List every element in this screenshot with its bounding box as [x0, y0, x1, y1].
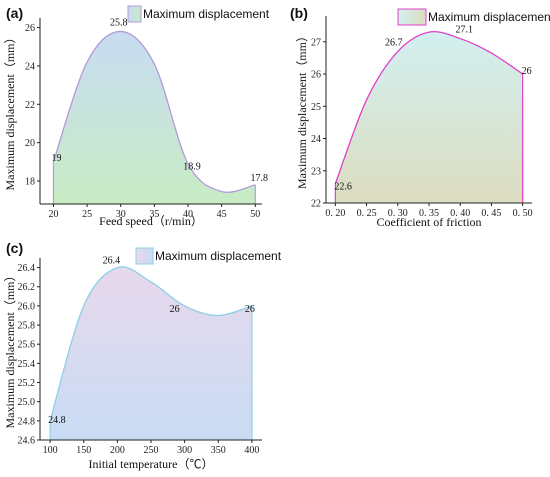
panel-label: (a): [6, 5, 23, 21]
x-tick-label: 20: [48, 209, 58, 220]
x-axis-label: Feed speed（r/min）: [99, 214, 203, 228]
legend-swatch: [135, 247, 154, 265]
y-tick-label: 24.6: [18, 436, 36, 447]
data-label: 22.6: [334, 182, 352, 193]
x-tick-label: 40: [183, 209, 193, 220]
x-tick-label: 200: [110, 445, 125, 456]
x-tick-label: 0. 50: [513, 208, 533, 219]
y-tick-label: 25.0: [18, 397, 36, 408]
y-tick-label: 24: [25, 61, 35, 72]
y-tick-label: 26.4: [18, 263, 36, 274]
data-label: 24.8: [48, 415, 66, 426]
legend: Maximum displacement: [397, 8, 550, 26]
y-tick-label: 22: [311, 199, 321, 210]
x-tick-label: 25: [82, 209, 92, 220]
x-tick-label: 30: [116, 209, 126, 220]
y-tick-label: 26.2: [18, 282, 36, 293]
data-label: 26: [170, 304, 180, 315]
x-tick-label: 100: [43, 445, 58, 456]
y-tick-label: 25: [311, 102, 321, 113]
data-label: 17.8: [251, 173, 269, 184]
x-tick-label: 350: [211, 445, 226, 456]
x-tick-label: 0. 45: [481, 208, 501, 219]
x-axis-label: Coefficient of friction: [376, 215, 481, 229]
legend: Maximum displacement: [135, 247, 282, 265]
y-tick-label: 25.6: [18, 340, 36, 351]
panel-1: 20 25 30 35 40 45 50 18 20 22 24 26 Feed speed（r/min…: [3, 5, 270, 228]
legend-label: Maximum displacement: [143, 7, 270, 21]
y-tick-label: 26: [25, 23, 35, 34]
series-line: [52, 30, 256, 193]
series-line: [334, 30, 523, 184]
panel-label: (b): [290, 5, 308, 21]
data-label: 27.1: [455, 25, 473, 36]
x-tick-label: 0. 20: [325, 208, 345, 219]
y-tick-label: 27: [311, 37, 321, 48]
legend-label: Maximum displacement: [428, 10, 550, 24]
x-tick-label: 0. 35: [419, 208, 439, 219]
legend-label: Maximum displacement: [155, 249, 282, 263]
area-fill: [53, 31, 256, 204]
y-tick-label: 25.4: [18, 359, 36, 370]
x-tick-label: 250: [144, 445, 159, 456]
series-line: [49, 266, 253, 422]
y-axis-label: Maximum displacement（mm）: [3, 32, 17, 191]
data-label: 26: [522, 66, 532, 77]
area-fill: [50, 266, 252, 440]
x-tick-label: 400: [244, 445, 259, 456]
area-fill: [335, 31, 523, 203]
x-axis-label: Initial temperature（℃）: [89, 457, 214, 471]
y-axis-label: Maximum displacement（mm）: [3, 270, 17, 429]
y-tick-label: 25.2: [18, 378, 36, 389]
y-tick-label: 22: [25, 100, 35, 111]
legend-swatch: [127, 5, 142, 23]
data-label: 26.4: [103, 256, 121, 267]
panel-3: 100 150 200 250 300 350 400 24.6 24.8 25.0 25.2 25.…: [3, 240, 282, 471]
y-tick-label: 25.8: [18, 321, 36, 332]
x-tick-label: 0. 25: [357, 208, 377, 219]
data-label: 19: [51, 153, 61, 164]
x-tick-label: 50: [250, 209, 260, 220]
x-tick-label: 45: [217, 209, 227, 220]
data-label: 25.8: [110, 17, 128, 28]
legend: Maximum displacement: [127, 5, 270, 23]
y-tick-label: 23: [311, 166, 321, 177]
panel-label: (c): [6, 240, 23, 256]
legend-swatch: [397, 8, 427, 26]
x-tick-label: 0. 40: [450, 208, 470, 219]
y-tick-label: 26: [311, 70, 321, 81]
data-label: 26.7: [385, 37, 403, 48]
x-tick-label: 35: [149, 209, 159, 220]
x-tick-label: 300: [177, 445, 192, 456]
panel-2: 0. 20 0. 25 0. 30 0. 35 0. 40 0. 45 0. 50 22 23 2…: [290, 5, 550, 229]
y-tick-label: 20: [25, 138, 35, 149]
y-tick-label: 24.8: [18, 416, 36, 427]
data-label: 26: [245, 304, 255, 315]
data-label: 18.9: [183, 162, 201, 173]
y-tick-label: 26.0: [18, 301, 36, 312]
y-tick-label: 18: [25, 176, 35, 187]
x-tick-label: 150: [76, 445, 91, 456]
y-axis-label: Maximum displacement（mm）: [295, 30, 309, 189]
y-tick-label: 24: [311, 134, 321, 145]
x-tick-label: 0. 30: [388, 208, 408, 219]
